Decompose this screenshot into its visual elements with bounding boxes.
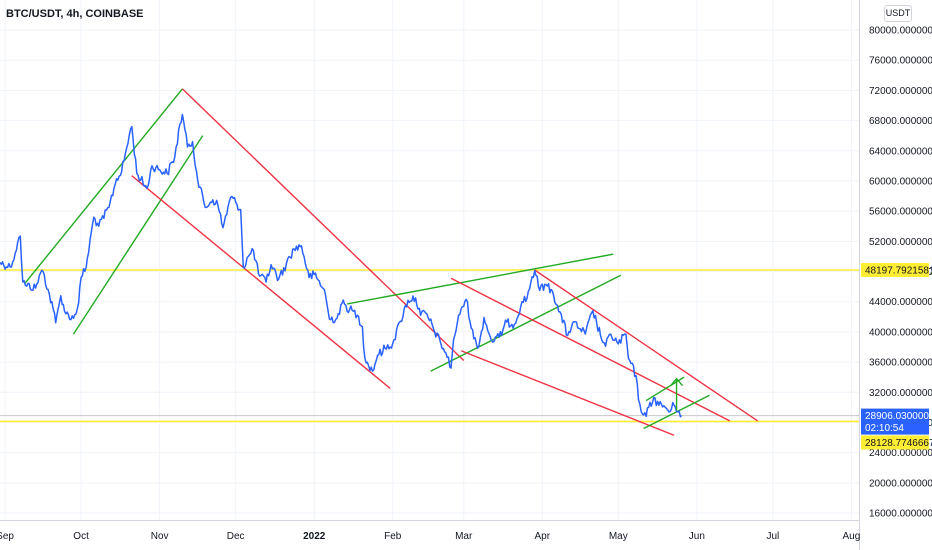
y-tick-label: 52000.00000000 <box>869 237 932 248</box>
y-tick-label: 80000.00000000 <box>869 26 932 37</box>
y-tick-label: 24000.00000000 <box>869 448 932 459</box>
y-tick-label: 64000.00000000 <box>869 146 932 157</box>
price-label-countdown: 02:10:54 <box>865 423 904 434</box>
chart-title: BTC/USDT, 4h, COINBASE <box>6 8 144 20</box>
y-tick-label: 16000.00000000 <box>869 509 932 520</box>
y-tick-label: 60000.00000000 <box>869 176 932 187</box>
trend-line <box>534 269 759 422</box>
trend-line <box>131 175 391 390</box>
x-tick-label: May <box>609 531 628 542</box>
y-tick-label: 40000.00000000 <box>869 327 932 338</box>
y-tick-label: 32000.00000000 <box>869 388 932 399</box>
arrow-head <box>670 377 684 387</box>
price-label-box <box>861 435 929 450</box>
price-label-text: 28128.77466670 <box>865 438 932 449</box>
x-tick-label: Jun <box>689 531 705 542</box>
x-tick-label: Feb <box>384 531 402 542</box>
trend-line <box>181 88 465 362</box>
y-tick-label: 20000.00000000 <box>869 478 932 489</box>
x-tick-label: Nov <box>151 531 169 542</box>
x-tick-label: 2022 <box>303 531 326 542</box>
y-tick-label: 68000.00000000 <box>869 116 932 127</box>
trend-line <box>347 253 614 305</box>
trend-line <box>450 277 731 422</box>
price-label-text: 48197.79215819 <box>865 266 932 277</box>
x-tick-label: Mar <box>455 531 473 542</box>
trend-line <box>24 88 183 284</box>
trend-line <box>72 135 204 335</box>
x-tick-label: Aug <box>842 531 860 542</box>
trend-line <box>430 274 622 372</box>
y-tick-label: 72000.00000000 <box>869 86 932 97</box>
x-tick-label: Jul <box>766 531 779 542</box>
x-tick-label: Oct <box>73 531 89 542</box>
y-tick-label: 56000.00000000 <box>869 207 932 218</box>
y-tick-label: 76000.00000000 <box>869 56 932 67</box>
y-tick-label: 36000.00000000 <box>869 358 932 369</box>
y-tick-label: 44000.00000000 <box>869 297 932 308</box>
x-tick-label: Dec <box>227 531 245 542</box>
currency-unit-button[interactable]: USDT <box>884 5 912 22</box>
x-tick-label: Apr <box>534 531 550 542</box>
x-tick-label: Sep <box>0 531 14 542</box>
price-label-box <box>861 263 929 278</box>
price-label-box <box>861 408 929 435</box>
price-series-line <box>0 113 683 418</box>
trend-line <box>460 350 675 436</box>
